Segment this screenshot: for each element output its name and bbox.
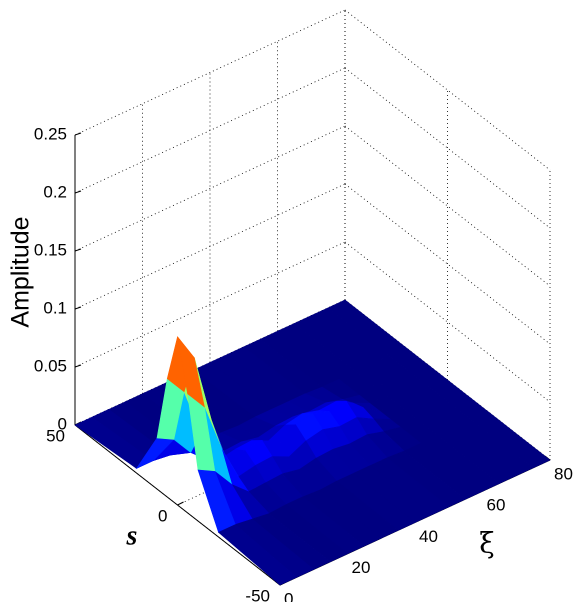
z-tick [74,248,82,252]
y-tick [177,501,184,506]
grid-line [74,9,346,136]
z-tick-label: 0.25 [34,124,67,143]
z-tick-label: 0.05 [34,356,67,375]
y-tick-label: 0 [158,506,167,525]
x-tick-label: 0 [284,589,293,602]
grid-line [74,241,346,368]
z-axis-title: Amplitude [7,216,35,327]
x-tick-label: 80 [554,464,573,483]
y-tick-label: 50 [46,426,65,445]
x-tick-label: 60 [487,496,506,515]
z-tick [74,364,82,368]
x-tick-label: 40 [419,527,438,546]
grid-line [74,125,346,252]
z-tick-label: 0.2 [43,182,67,201]
z-tick [74,132,82,136]
grid-line [344,125,551,287]
z-tick-label: 0.1 [43,298,67,317]
grid-line [344,9,551,171]
z-tick [74,190,82,194]
z-tick-label: 0 [58,414,67,433]
y-axis-title: s [126,520,138,551]
z-tick-label: 0.15 [34,240,67,259]
grid-line [344,241,551,403]
y-tick-label: -50 [245,586,270,602]
surface-patch [217,524,298,586]
x-tick-label: 20 [352,558,371,577]
grid-line [344,183,551,345]
z-tick [74,306,82,310]
x-axis-title: ξ [479,527,494,560]
grid-line [344,67,551,229]
